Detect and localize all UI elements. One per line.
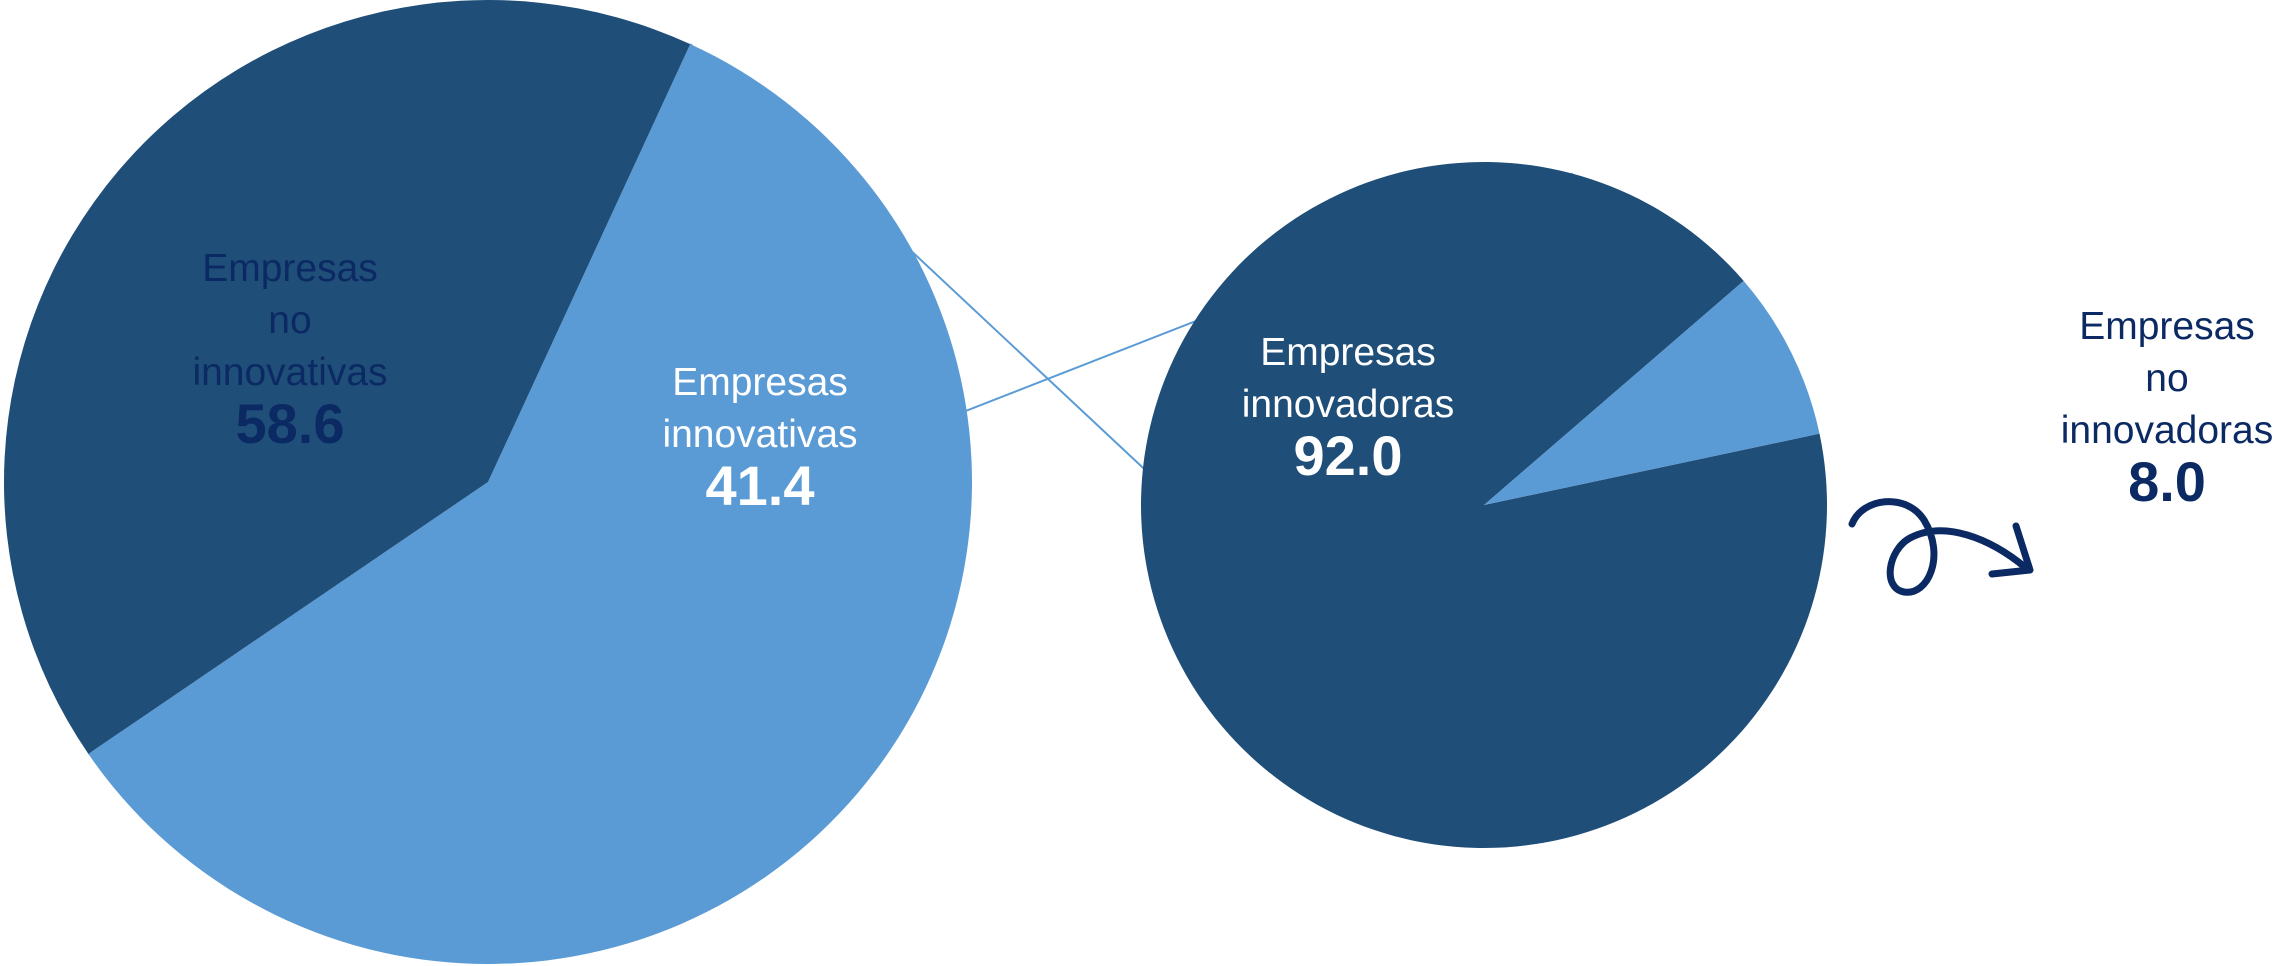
secondary-pie-slice-empresas-innovadoras — [1141, 162, 1827, 849]
annotation — [1848, 498, 2034, 596]
main-label-line: innovativas — [192, 351, 387, 394]
main-label-line: innovativas — [662, 413, 857, 456]
main-pie-slice-empresas-no-innovativas — [88, 44, 972, 964]
secondary-pie-slice-empresas-no-innovadoras — [1484, 280, 1820, 505]
main-pie — [4, 0, 972, 964]
secondary-label-line: Empresas — [1260, 331, 1436, 374]
curly-arrow-icon — [1848, 498, 2034, 596]
slice-labels: Empresasnoinnovativas58.6Empresasinnovat… — [192, 247, 2273, 517]
secondary-label-line: innovadoras — [1242, 383, 1454, 426]
secondary-pie — [1141, 162, 1827, 849]
main-value-label: 41.4 — [706, 454, 815, 517]
secondary-value-label: 8.0 — [2128, 450, 2206, 513]
secondary-label-line: Empresas — [2079, 305, 2255, 348]
main-label-line: Empresas — [672, 361, 848, 404]
main-value-label: 58.6 — [236, 392, 345, 455]
main-label-line: Empresas — [202, 247, 378, 290]
secondary-label-line: innovadoras — [2061, 409, 2273, 452]
main-pie-slice-empresas-innovativas — [4, 0, 691, 754]
secondary-value-label: 92.0 — [1294, 424, 1403, 487]
main-label-line: no — [268, 299, 311, 342]
secondary-label-line: no — [2145, 357, 2188, 400]
